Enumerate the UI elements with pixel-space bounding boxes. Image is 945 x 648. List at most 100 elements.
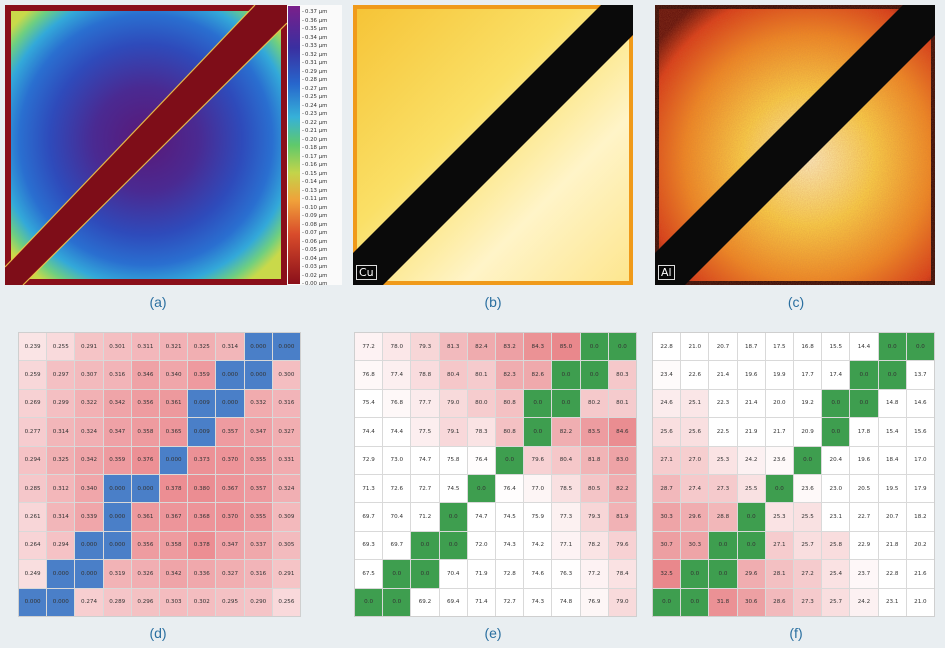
table-cell: 0.356 [131, 531, 159, 560]
table-cell: 0.370 [216, 503, 244, 531]
table-cell: 18.7 [737, 333, 765, 361]
table-cell: 0.319 [103, 560, 131, 588]
table-cell: 0.269 [19, 389, 47, 418]
table-cell: 78.0 [383, 333, 411, 361]
table-cell: 79.0 [439, 389, 467, 418]
table-cell: 24.2 [737, 446, 765, 474]
table-cell: 76.8 [383, 389, 411, 418]
table-cell: 0.000 [272, 333, 300, 361]
table-cell: 13.7 [906, 361, 934, 389]
table-cell: 0.324 [272, 474, 300, 503]
table-cell: 0.357 [216, 418, 244, 446]
table-cell: 28.8 [709, 503, 737, 531]
table-cell: 23.1 [822, 503, 850, 531]
table-cell: 77.1 [552, 531, 580, 560]
table-cell: 21.4 [737, 389, 765, 418]
table-cell: 0.0 [681, 560, 709, 588]
caption-a: (a) [149, 294, 167, 310]
table-cell: 0.327 [216, 560, 244, 588]
table-cell: 0.0 [737, 503, 765, 531]
colorbar-tick-label: 0.31 µm [302, 60, 327, 66]
table-cell: 82.2 [552, 418, 580, 446]
table-cell: 76.4 [467, 446, 495, 474]
table-cell: 0.355 [244, 446, 272, 474]
caption-e: (e) [484, 625, 502, 641]
colorbar-tick-label: 0.28 µm [302, 77, 327, 83]
table-cell: 0.325 [47, 446, 75, 474]
table-cell: 0.303 [160, 588, 188, 616]
table-cell: 81.9 [608, 503, 636, 531]
table-cell: 80.3 [608, 361, 636, 389]
table-cell: 23.4 [653, 361, 681, 389]
colorbar-labels: 0.37 µm 0.36 µm 0.35 µm 0.34 µm 0.33 µm 0.32 … [302, 5, 342, 285]
table-cell: 0.000 [103, 474, 131, 503]
table-cell: 0.359 [188, 361, 216, 389]
table-cell: 0.000 [216, 361, 244, 389]
table-cell: 0.368 [188, 503, 216, 531]
table-cell: 22.3 [709, 389, 737, 418]
table-cell: 30.7 [653, 531, 681, 560]
table-cell: 79.3 [580, 503, 608, 531]
table-cell: 72.7 [496, 588, 524, 616]
table-cell: 19.6 [737, 361, 765, 389]
table-cell: 0.312 [47, 474, 75, 503]
table-cell: 80.2 [580, 389, 608, 418]
table-cell: 0.309 [272, 503, 300, 531]
table-cell: 27.1 [765, 531, 793, 560]
table-cell: 23.7 [850, 560, 878, 588]
table-cell: 31.8 [709, 588, 737, 616]
table-cell: 29.6 [681, 503, 709, 531]
table-cell: 72.7 [411, 474, 439, 503]
table-cell: 0.314 [47, 503, 75, 531]
table-cell: 27.1 [653, 446, 681, 474]
table-cell: 16.8 [794, 333, 822, 361]
table-cell: 0.378 [188, 531, 216, 560]
al-map-c: Al [655, 5, 935, 285]
table-cell: 14.4 [850, 333, 878, 361]
table-cell: 0.285 [19, 474, 47, 503]
table-cell: 80.5 [580, 474, 608, 503]
table-cell: 20.9 [794, 418, 822, 446]
table-cell: 0.340 [75, 474, 103, 503]
table-cell: 75.8 [439, 446, 467, 474]
table-cell: 0.0 [580, 361, 608, 389]
table-cell: 82.6 [524, 361, 552, 389]
table-cell: 0.0 [383, 588, 411, 616]
colorbar-tick-label: 0.20 µm [302, 137, 327, 143]
table-cell: 82.4 [467, 333, 495, 361]
table-cell: 0.0 [906, 333, 934, 361]
table-cell: 0.322 [75, 389, 103, 418]
table-cell: 0.376 [131, 446, 159, 474]
table-cell: 0.0 [709, 560, 737, 588]
table-cell: 21.4 [709, 361, 737, 389]
table-cell: 83.0 [608, 446, 636, 474]
thickness-table-d: 0.239 0.255 0.291 0.301 0.311 0.321 0.325 0.314… [18, 332, 301, 617]
table-cell: 74.2 [524, 531, 552, 560]
table-cell: 0.361 [160, 389, 188, 418]
table-cell: 21.0 [681, 333, 709, 361]
table-cell: 74.7 [411, 446, 439, 474]
cu-percent-table-e: 77.2 78.0 79.3 81.3 82.4 83.2 84.3 85.0 0.0 0.0 76… [354, 332, 637, 617]
table-cell: 74.5 [496, 503, 524, 531]
table-cell: 22.7 [850, 503, 878, 531]
table-cell: 17.4 [822, 361, 850, 389]
table-cell: 0.327 [272, 418, 300, 446]
table-cell: 0.295 [216, 588, 244, 616]
table-cell: 25.5 [794, 503, 822, 531]
table-cell: 29.6 [737, 560, 765, 588]
table-cell: 0.000 [244, 333, 272, 361]
colorbar-tick-label: 0.11 µm [302, 196, 327, 202]
table-cell: 0.300 [272, 361, 300, 389]
table-cell: 67.5 [355, 560, 383, 588]
table-cell: 0.301 [103, 333, 131, 361]
table-cell: 76.3 [552, 560, 580, 588]
table-cell: 19.5 [878, 474, 906, 503]
table-cell: 0.291 [272, 560, 300, 588]
element-label-al: Al [658, 265, 675, 280]
table-cell: 23.1 [878, 588, 906, 616]
table-cell: 25.6 [653, 418, 681, 446]
table-cell: 71.4 [467, 588, 495, 616]
table-cell: 0.305 [272, 531, 300, 560]
table-cell: 0.256 [272, 588, 300, 616]
table-cell: 25.6 [681, 418, 709, 446]
